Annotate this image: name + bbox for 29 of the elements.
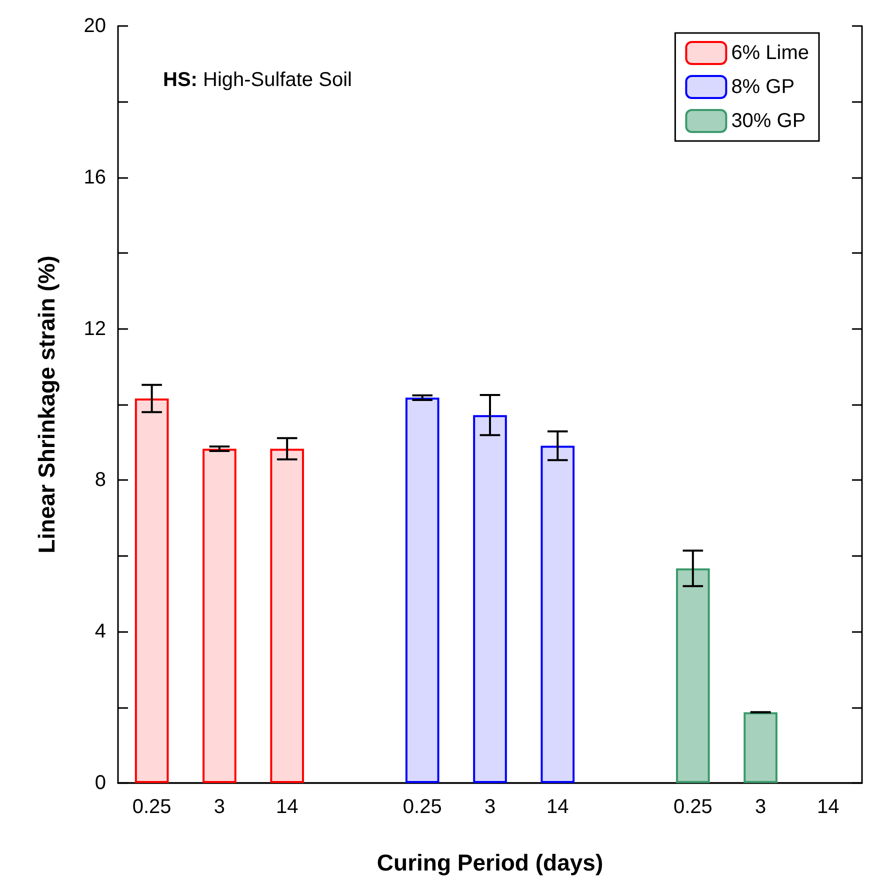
x-tick-label: 14: [817, 796, 840, 818]
y-tick-label: 20: [84, 15, 106, 37]
bar: [540, 446, 575, 783]
x-tick-label: 14: [276, 796, 298, 818]
x-tick-label: 3: [484, 796, 496, 818]
bar: [405, 398, 440, 783]
x-tick-label: 0.25: [132, 796, 172, 818]
bar: [676, 568, 710, 783]
x-tick-label: 3: [754, 796, 766, 818]
annotation: HS: High-Sulfate Soil: [163, 69, 352, 91]
x-tick-label: 0.25: [402, 796, 442, 818]
x-tick-label: 14: [546, 796, 569, 818]
legend-label: 6% Lime: [731, 42, 809, 64]
y-tick-label: 16: [84, 166, 106, 188]
bar: [202, 448, 236, 783]
x-axis-title: Curing Period (days): [376, 850, 604, 876]
bar: [270, 448, 304, 783]
legend-label: 8% GP: [731, 76, 795, 98]
y-tick-label: 12: [84, 318, 106, 340]
y-tick-label: 8: [94, 469, 106, 492]
bar: [473, 415, 507, 783]
y-axis-title: Linear Shrinkage strain (%): [34, 256, 60, 554]
x-tick-label: 0.25: [673, 796, 712, 818]
y-tick-label: 4: [94, 620, 106, 643]
y-tick-label: 0: [94, 772, 106, 794]
legend-label: 30% GP: [731, 110, 806, 132]
bar: [134, 398, 169, 783]
bar: [744, 712, 778, 783]
x-tick-label: 3: [214, 796, 226, 818]
